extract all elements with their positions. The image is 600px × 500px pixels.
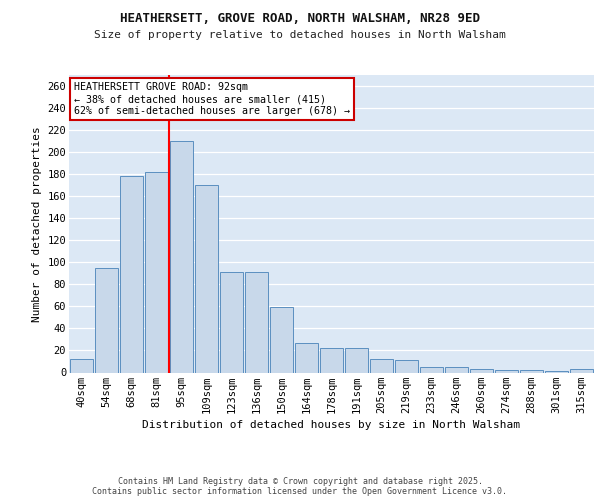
Bar (520, 370, 544, 372)
Bar (220, 272, 244, 372)
Text: HEATHERSETT, GROVE ROAD, NORTH WALSHAM, NR28 9ED: HEATHERSETT, GROVE ROAD, NORTH WALSHAM, … (120, 12, 480, 26)
Bar (295, 343, 319, 372)
Bar (95, 268, 118, 372)
X-axis label: Distribution of detached houses by size in North Walsham: Distribution of detached houses by size … (143, 420, 521, 430)
Bar (194, 185, 218, 372)
Bar (320, 348, 343, 372)
Bar (70, 360, 94, 372)
Text: Contains HM Land Registry data © Crown copyright and database right 2025.
Contai: Contains HM Land Registry data © Crown c… (92, 476, 508, 496)
Bar (395, 360, 418, 372)
Text: HEATHERSETT GROVE ROAD: 92sqm
← 38% of detached houses are smaller (415)
62% of : HEATHERSETT GROVE ROAD: 92sqm ← 38% of d… (74, 82, 350, 116)
Bar (470, 369, 493, 372)
Bar (344, 348, 368, 372)
Text: Size of property relative to detached houses in North Walsham: Size of property relative to detached ho… (94, 30, 506, 40)
Bar (494, 370, 518, 372)
Bar (119, 176, 143, 372)
Bar (419, 367, 443, 372)
Bar (445, 367, 469, 372)
Y-axis label: Number of detached properties: Number of detached properties (32, 126, 42, 322)
Bar (170, 141, 193, 372)
Bar (245, 272, 268, 372)
Bar (269, 308, 293, 372)
Bar (569, 369, 593, 372)
Bar (370, 360, 394, 372)
Bar (145, 172, 169, 372)
